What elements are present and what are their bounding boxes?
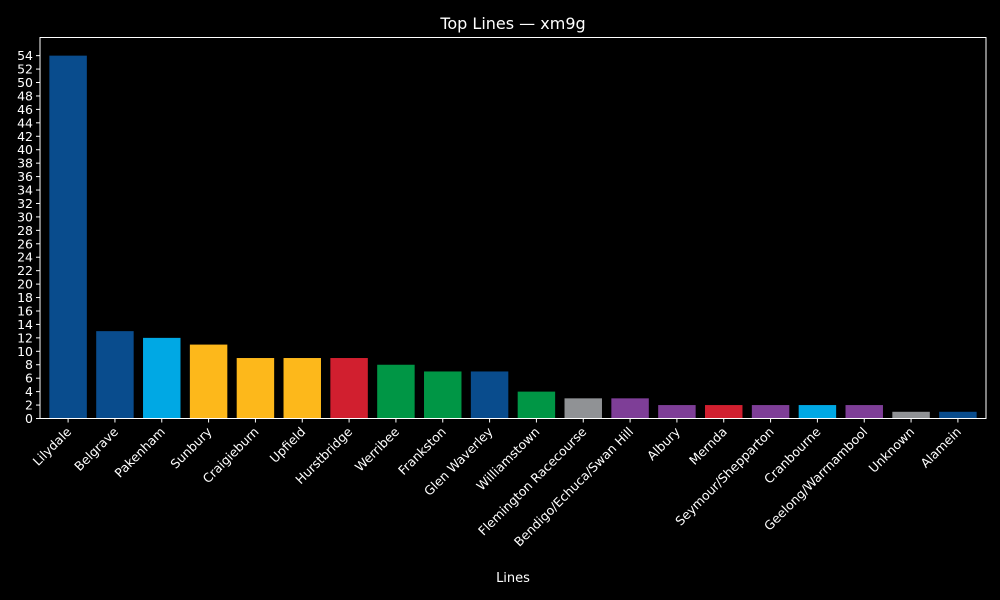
x-tick-label: Pakenham [111,424,167,480]
x-tick-label: Albury [644,424,684,464]
bar-seymour-shepparton [751,405,790,419]
y-tick-label: 36 [17,169,33,184]
bar-bendigo-echuca-swan-hill [611,398,649,419]
y-tick-label: 46 [17,102,33,117]
plot-frame [39,37,987,419]
bar-upfield [283,358,321,419]
y-tick-label: 8 [25,357,33,372]
x-tick-label: Alamein [917,424,964,471]
bar-cranbourne [798,405,837,419]
x-tick-label: Mernda [686,424,730,468]
bar-craigieburn [236,358,275,419]
y-tick-label: 38 [17,156,33,171]
x-tick-label: Lilydale [30,424,75,469]
y-tick-label: 54 [17,48,33,63]
x-tick-label: Unknown [866,424,918,476]
y-tick-label: 44 [17,115,33,130]
bar-williamstown [517,391,556,419]
bar-albury [658,405,696,419]
x-tick-label: Upfield [267,424,309,466]
y-tick-label: 12 [17,330,33,345]
y-tick-label: 50 [17,75,33,90]
y-tick-label: 40 [17,142,33,157]
y-tick-label: 2 [25,398,33,413]
bar-sunbury [189,344,228,419]
y-tick-label: 14 [17,317,33,332]
chart-title: Top Lines — xm9g [439,14,585,33]
bar-unknown [892,411,930,419]
y-tick-label: 22 [17,263,33,278]
y-tick-label: 42 [17,129,33,144]
y-tick-label: 48 [17,88,33,103]
y-tick-label: 32 [17,196,33,211]
bar-series [49,55,977,419]
bar-mernda [705,405,743,419]
y-axis: 0246810121416182022242628303234363840424… [17,48,40,426]
bar-geelong-warrnambool [845,405,883,419]
y-tick-label: 4 [25,384,33,399]
bar-werribee [377,364,415,419]
y-tick-label: 52 [17,62,33,77]
bar-frankston [424,371,462,419]
bar-flemington-racecourse [564,398,602,419]
x-tick-label: Sunbury [167,424,215,472]
bar-lilydale [49,55,87,419]
bar-belgrave [96,331,134,419]
y-tick-label: 0 [25,411,33,426]
y-tick-label: 18 [17,290,33,305]
y-tick-label: 34 [17,183,33,198]
bar-pakenham [143,337,181,419]
y-tick-label: 24 [17,250,33,265]
y-tick-label: 16 [17,303,33,318]
bar-glen-waverley [470,371,509,419]
y-tick-label: 26 [17,236,33,251]
bar-alamein [939,411,977,419]
y-tick-label: 28 [17,223,33,238]
y-tick-label: 10 [17,344,33,359]
y-tick-label: 6 [25,371,33,386]
bar-hurstbridge [330,358,368,419]
y-tick-label: 20 [17,277,33,292]
y-tick-label: 30 [17,209,33,224]
x-axis-label: Lines [496,571,530,586]
